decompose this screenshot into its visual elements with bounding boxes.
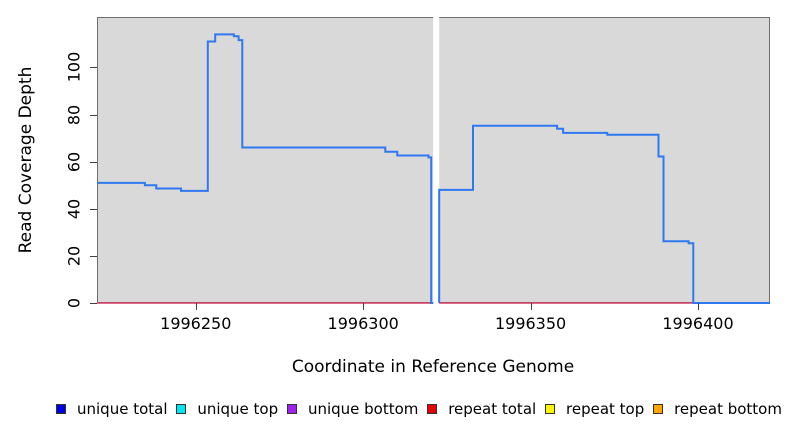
y-tick-mark [90, 161, 97, 163]
legend-item-repeat-total: repeat total [427, 400, 536, 418]
y-tick-label: 0 [64, 297, 84, 309]
y-tick-label: 60 [64, 151, 84, 172]
legend-label-repeat-total: repeat total [448, 400, 537, 418]
legend-item-unique-top: unique top [176, 400, 278, 418]
legend-label-unique-bottom: unique bottom [307, 400, 419, 418]
y-tick-mark [90, 114, 97, 116]
legend-swatch-unique-bottom [286, 404, 297, 414]
legend-swatch-repeat-top [545, 404, 555, 414]
x-tick-mark [698, 303, 699, 310]
y-tick-mark [90, 208, 97, 210]
legend-item-repeat-bottom: repeat bottom [653, 400, 782, 418]
no-data-gap [433, 17, 440, 304]
y-tick-label: 40 [64, 198, 84, 219]
x-tick-mark [530, 303, 532, 310]
legend-label-unique-total: unique total [77, 400, 168, 418]
y-tick-label: 80 [64, 104, 84, 125]
x-tick-label: 1996400 [662, 314, 734, 333]
legend-item-unique-bottom: unique bottom [286, 400, 419, 418]
legend-swatch-repeat-total [427, 404, 438, 414]
legend-label-repeat-top: repeat top [566, 400, 645, 418]
x-axis-title: Coordinate in Reference Genome [291, 357, 575, 377]
plot-area [97, 17, 770, 304]
series-unique-total [97, 33, 434, 304]
x-tick-mark [195, 303, 197, 310]
y-axis-title: Read Coverage Depth [16, 66, 36, 254]
y-tick-label: 20 [64, 245, 84, 267]
series-unique-total [438, 124, 770, 304]
legend-item-unique-total: unique total [56, 400, 168, 418]
legend-swatch-repeat-bottom [653, 404, 664, 414]
legend-label-repeat-bottom: repeat bottom [674, 400, 782, 418]
x-tick-mark [363, 303, 365, 310]
y-tick-mark [90, 303, 97, 304]
x-tick-label: 1996300 [327, 314, 399, 333]
y-tick-mark [90, 255, 97, 257]
legend-item-repeat-top: repeat top [545, 400, 644, 418]
x-tick-label: 1996250 [160, 314, 232, 333]
y-tick-label: 100 [64, 52, 84, 83]
legend-swatch-unique-total [56, 404, 66, 414]
x-tick-label: 1996350 [494, 314, 567, 333]
legend: unique total unique top unique bottom repea… [56, 399, 782, 419]
legend-label-unique-top: unique top [197, 400, 279, 418]
legend-swatch-unique-top [176, 404, 187, 414]
y-tick-mark [90, 67, 97, 69]
